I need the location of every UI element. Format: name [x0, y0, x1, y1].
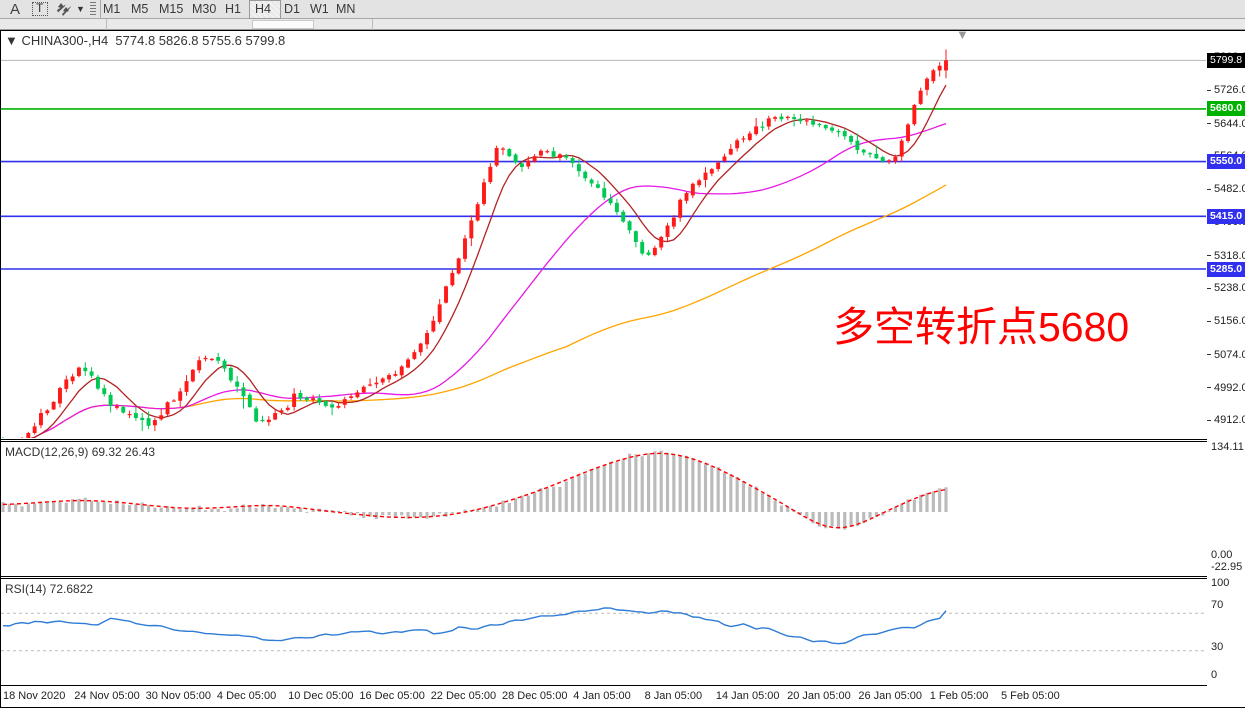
svg-text:多空转折点5680: 多空转折点5680 — [833, 304, 1129, 350]
